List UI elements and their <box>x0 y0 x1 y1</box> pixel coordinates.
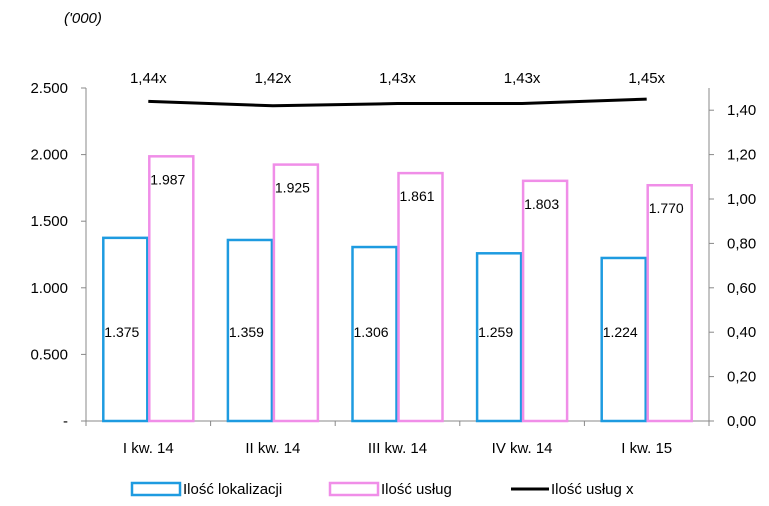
y-left-tick-label: 2.500 <box>30 80 68 97</box>
bar-ilosc-uslug <box>272 163 320 423</box>
legend-item-ilosc-uslug-swatch <box>328 481 380 497</box>
legend-item-ilosc-lokalizacji-label: Ilość lokalizacji <box>183 481 282 498</box>
x-tick-label: IV kw. 14 <box>492 440 553 457</box>
bar-label-ilosc-lokalizacji: 1.359 <box>229 324 264 340</box>
line-label-ilosc-uslug-x: 1,43x <box>379 70 416 87</box>
y-right-tick-label: 1,40 <box>727 102 756 119</box>
y-right-tick-label: 1,00 <box>727 191 756 208</box>
y-left-tick-label: 0.500 <box>30 346 68 363</box>
y-left-tick-label: 2.000 <box>30 147 68 164</box>
bar-label-ilosc-lokalizacji: 1.259 <box>478 324 513 340</box>
line-label-ilosc-uslug-x: 1,45x <box>628 70 665 87</box>
y-left-tick-label: 1.500 <box>30 213 68 230</box>
bar-label-ilosc-uslug: 1.987 <box>150 171 185 187</box>
y-right-tick-label: 0,20 <box>727 369 756 386</box>
y-right-tick-label: 0,40 <box>727 324 756 341</box>
x-tick-label: I kw. 14 <box>123 440 174 457</box>
bar-ilosc-lokalizacji <box>600 256 647 423</box>
bar-ilosc-uslug <box>148 155 195 423</box>
bar-label-ilosc-uslug: 1.861 <box>400 188 435 204</box>
bar-label-ilosc-uslug: 1.803 <box>524 196 559 212</box>
x-tick-label: II kw. 14 <box>245 440 300 457</box>
legend-item-ilosc-uslug-label: Ilość usług <box>381 481 452 498</box>
bar-ilosc-lokalizacji <box>226 238 274 423</box>
y-left-tick-label: - <box>63 413 68 430</box>
line-label-ilosc-uslug-x: 1,42x <box>255 70 292 87</box>
y-right-tick-label: 0,00 <box>727 413 756 430</box>
legend-item-ilosc-lokalizacji-swatch <box>130 481 182 497</box>
x-tick-label: III kw. 14 <box>368 440 427 457</box>
bar-label-ilosc-lokalizacji: 1.224 <box>603 324 638 340</box>
bar-label-ilosc-uslug: 1.925 <box>275 180 310 196</box>
bar-ilosc-lokalizacji <box>102 236 149 423</box>
y-right-tick-label: 0,80 <box>727 235 756 252</box>
bar-ilosc-uslug <box>521 179 569 423</box>
line-ilosc-uslug-x <box>148 97 647 108</box>
x-tick-label: I kw. 15 <box>621 440 672 457</box>
bar-ilosc-lokalizacji <box>475 252 523 423</box>
y-left-tick-label: 1.000 <box>30 280 68 297</box>
bar-ilosc-uslug <box>646 183 693 423</box>
y-right-tick-label: 1,20 <box>727 147 756 164</box>
line-label-ilosc-uslug-x: 1,44x <box>130 70 167 87</box>
legend-item-ilosc-uslug-x-label: Ilość usług x <box>551 481 634 498</box>
bar-label-ilosc-uslug: 1.770 <box>649 200 684 216</box>
unit-label: ('000) <box>64 10 102 27</box>
bar-label-ilosc-lokalizacji: 1.375 <box>104 324 139 340</box>
bar-label-ilosc-lokalizacji: 1.306 <box>354 324 389 340</box>
line-label-ilosc-uslug-x: 1,43x <box>504 70 541 87</box>
bar-ilosc-uslug <box>397 171 444 423</box>
y-right-tick-label: 0,60 <box>727 280 756 297</box>
bar-ilosc-lokalizacji <box>351 245 398 423</box>
